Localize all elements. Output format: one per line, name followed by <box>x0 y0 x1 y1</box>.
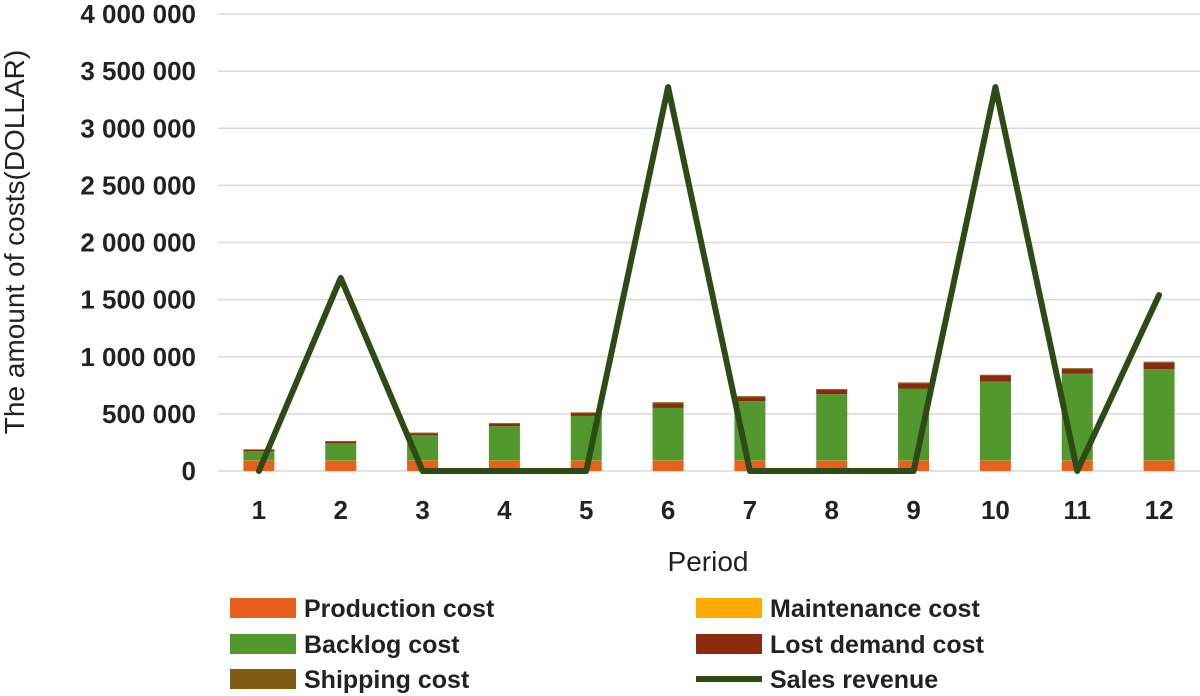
bar-production-cost-8 <box>816 460 848 471</box>
y-tick-label-1: 500 000 <box>102 399 196 429</box>
x-tick-label-8: 8 <box>825 495 839 525</box>
bar-lost-demand-cost-10 <box>979 375 1011 382</box>
bar-production-cost-2 <box>325 460 357 471</box>
legend-swatch-backlog-cost <box>230 634 296 654</box>
legend-swatch-maintenance-cost <box>696 598 762 618</box>
legend-label-production-cost: Production cost <box>304 595 495 623</box>
legend: Production cost Maintenance cost Backlog c… <box>230 595 985 694</box>
bar-shipping-cost-11 <box>1061 368 1093 370</box>
x-axis-tick-labels: 1 2 3 4 5 6 7 8 9 10 11 12 <box>252 495 1174 525</box>
bar-lost-demand-cost-11 <box>1061 369 1093 374</box>
y-tick-label-6: 3 000 000 <box>80 113 196 143</box>
x-tick-label-10: 10 <box>981 495 1010 525</box>
y-tick-label-3: 1 500 000 <box>80 285 196 315</box>
y-tick-label-7: 3 500 000 <box>80 56 196 86</box>
bar-production-cost-4 <box>488 460 520 471</box>
bar-shipping-cost-12 <box>1143 361 1175 363</box>
bar-shipping-cost-5 <box>570 412 602 414</box>
y-tick-label-5: 2 500 000 <box>80 170 196 200</box>
x-tick-label-9: 9 <box>906 495 920 525</box>
bar-shipping-cost-8 <box>816 388 848 390</box>
legend-label-lost-demand-cost: Lost demand cost <box>770 631 985 659</box>
x-tick-label-7: 7 <box>743 495 757 525</box>
legend-label-backlog-cost: Backlog cost <box>304 631 460 659</box>
bar-lost-demand-cost-2 <box>325 441 357 444</box>
bar-backlog-cost-6 <box>652 407 684 461</box>
x-tick-label-1: 1 <box>252 495 266 525</box>
bar-backlog-cost-12 <box>1143 369 1175 461</box>
bar-lost-demand-cost-4 <box>488 423 520 427</box>
bar-lost-demand-cost-9 <box>898 383 930 389</box>
legend-label-shipping-cost: Shipping cost <box>304 666 470 694</box>
bar-shipping-cost-6 <box>652 402 684 404</box>
y-tick-label-0: 0 <box>182 456 196 486</box>
bar-shipping-cost-3 <box>407 432 439 434</box>
y-tick-label-8: 4 000 000 <box>80 0 196 29</box>
bar-lost-demand-cost-8 <box>816 389 848 395</box>
x-tick-label-4: 4 <box>497 495 512 525</box>
legend-swatch-lost-demand-cost <box>696 634 762 654</box>
x-tick-label-5: 5 <box>579 495 593 525</box>
bar-lost-demand-cost-5 <box>570 413 602 416</box>
bar-lost-demand-cost-12 <box>1143 362 1175 370</box>
x-tick-label-2: 2 <box>334 495 348 525</box>
bar-backlog-cost-1 <box>243 451 275 461</box>
bar-backlog-cost-2 <box>325 443 357 461</box>
x-tick-label-6: 6 <box>661 495 675 525</box>
legend-swatch-production-cost <box>230 598 296 618</box>
y-axis-tick-labels: 0 500 000 1 000 000 1 500 000 2 000 000 2 500… <box>80 0 196 486</box>
bar-lost-demand-cost-1 <box>243 449 275 452</box>
y-tick-label-2: 1 000 000 <box>80 342 196 372</box>
gridlines <box>218 13 1200 472</box>
bar-shipping-cost-10 <box>979 374 1011 376</box>
y-axis-title: The amount of costs(DOLLAR) <box>0 50 30 434</box>
bar-shipping-cost-1 <box>243 449 275 450</box>
bar-lost-demand-cost-7 <box>734 397 766 402</box>
bar-shipping-cost-2 <box>325 440 357 442</box>
x-axis-title: Period <box>668 546 749 577</box>
x-tick-label-12: 12 <box>1145 495 1174 525</box>
bar-production-cost-12 <box>1143 460 1175 471</box>
bar-lost-demand-cost-6 <box>652 403 684 408</box>
bar-shipping-cost-7 <box>734 396 766 398</box>
legend-label-sales-revenue: Sales revenue <box>770 666 938 694</box>
line-sales-revenue <box>255 84 1163 474</box>
bar-backlog-cost-10 <box>979 381 1011 461</box>
bar-backlog-cost-4 <box>488 426 520 461</box>
x-tick-label-3: 3 <box>415 495 429 525</box>
legend-label-maintenance-cost: Maintenance cost <box>770 595 980 623</box>
legend-swatch-shipping-cost <box>230 669 296 689</box>
bar-backlog-cost-8 <box>816 394 848 461</box>
x-tick-label-11: 11 <box>1064 495 1092 525</box>
bar-production-cost-10 <box>979 460 1011 471</box>
bar-shipping-cost-9 <box>898 382 930 384</box>
bar-lost-demand-cost-3 <box>407 433 439 436</box>
bar-shipping-cost-4 <box>488 423 520 424</box>
bar-production-cost-6 <box>652 460 684 471</box>
y-tick-label-4: 2 000 000 <box>80 228 196 258</box>
sales-revenue-line <box>255 84 1163 474</box>
